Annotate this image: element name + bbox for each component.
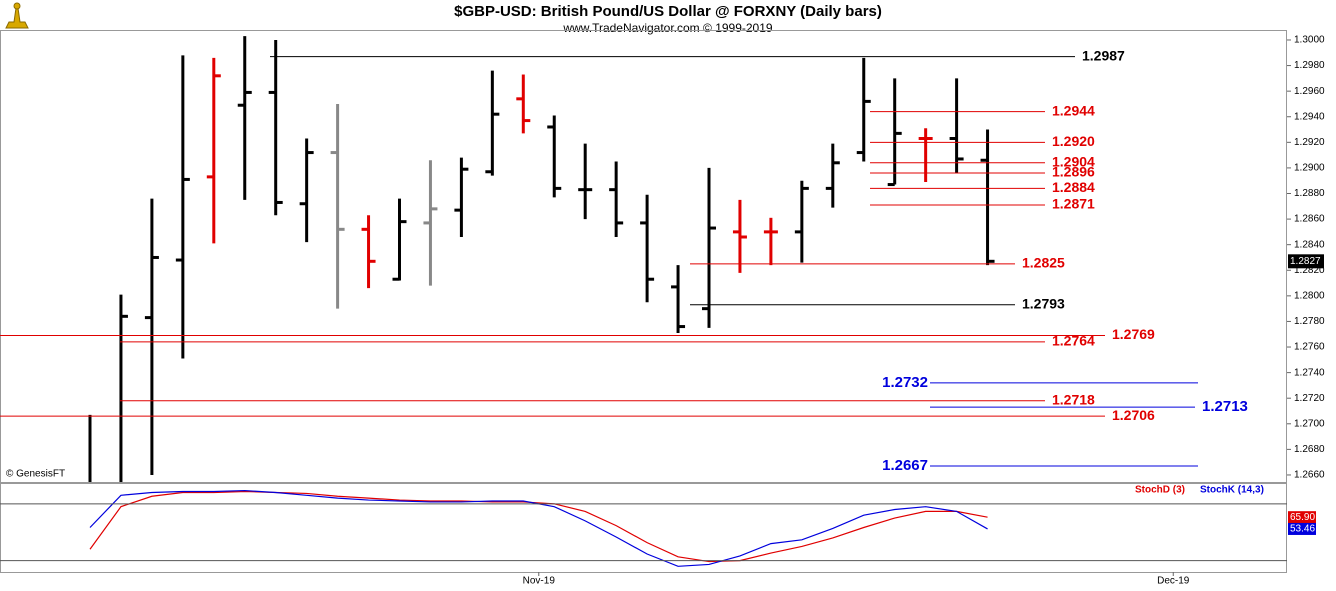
y-tick-label: 1.2680 — [1294, 444, 1325, 455]
level-label: 1.2944 — [1052, 102, 1095, 118]
y-tick-label: 1.2840 — [1294, 239, 1325, 250]
level-label: 1.2987 — [1082, 47, 1125, 63]
level-label: 1.2764 — [1052, 333, 1095, 349]
last-value-box — [1288, 522, 1316, 535]
level-label: 1.2871 — [1052, 196, 1095, 212]
legend-entry: StochD (3) — [1135, 485, 1185, 496]
level-label: 1.2769 — [1112, 326, 1155, 342]
level-label: 1.2920 — [1052, 133, 1095, 149]
y-tick-label: 1.2720 — [1294, 393, 1325, 404]
credit: © GenesisFT — [6, 469, 65, 480]
y-tick-label: 1.2880 — [1294, 188, 1325, 199]
logo — [5, 2, 29, 29]
y-tick-label: 1.2960 — [1294, 86, 1325, 97]
y-tick-label: 1.2820 — [1294, 265, 1325, 276]
y-tick-label: 1.2700 — [1294, 418, 1325, 429]
y-tick-label: 1.2900 — [1294, 163, 1325, 174]
last-value-box — [1288, 511, 1316, 524]
main-panel — [0, 30, 1287, 483]
level-label: 1.2904 — [1052, 154, 1095, 170]
x-tick-label: Dec-19 — [1157, 576, 1190, 587]
y-tick-label: 1.3000 — [1294, 35, 1325, 46]
y-tick-label: 1.2660 — [1294, 470, 1325, 481]
legend-entry: StochK (14,3) — [1200, 485, 1264, 496]
last-value-label: 65.90 — [1290, 512, 1315, 523]
last-price-label: 1.2827 — [1290, 256, 1321, 267]
level-label: 1.2793 — [1022, 296, 1065, 312]
level-label: 1.2667 — [882, 457, 928, 474]
last-price-box — [1288, 254, 1324, 269]
level-label: 1.2884 — [1052, 179, 1095, 195]
level-label: 1.2713 — [1202, 398, 1248, 415]
level-label: 1.2718 — [1052, 391, 1095, 407]
stoch-panel — [0, 483, 1287, 573]
last-value-label: 53.46 — [1290, 524, 1315, 535]
level-label: 1.2706 — [1112, 407, 1155, 423]
x-tick-label: Nov-19 — [523, 576, 556, 587]
y-tick-label: 1.2980 — [1294, 60, 1325, 71]
level-label: 1.2896 — [1052, 164, 1095, 180]
y-tick-label: 1.2760 — [1294, 342, 1325, 353]
chart-title: $GBP-USD: British Pound/US Dollar @ FORX… — [454, 3, 882, 20]
y-tick-label: 1.2860 — [1294, 214, 1325, 225]
y-tick-label: 1.2940 — [1294, 111, 1325, 122]
level-label: 1.2732 — [882, 374, 928, 391]
y-tick-label: 1.2800 — [1294, 290, 1325, 301]
chart-subtitle: www.TradeNavigator.com © 1999-2019 — [562, 21, 772, 35]
y-tick-label: 1.2740 — [1294, 367, 1325, 378]
y-tick-label: 1.2920 — [1294, 137, 1325, 148]
level-label: 1.2825 — [1022, 255, 1065, 271]
stoch-line — [89, 490, 988, 563]
y-tick-label: 1.2780 — [1294, 316, 1325, 327]
